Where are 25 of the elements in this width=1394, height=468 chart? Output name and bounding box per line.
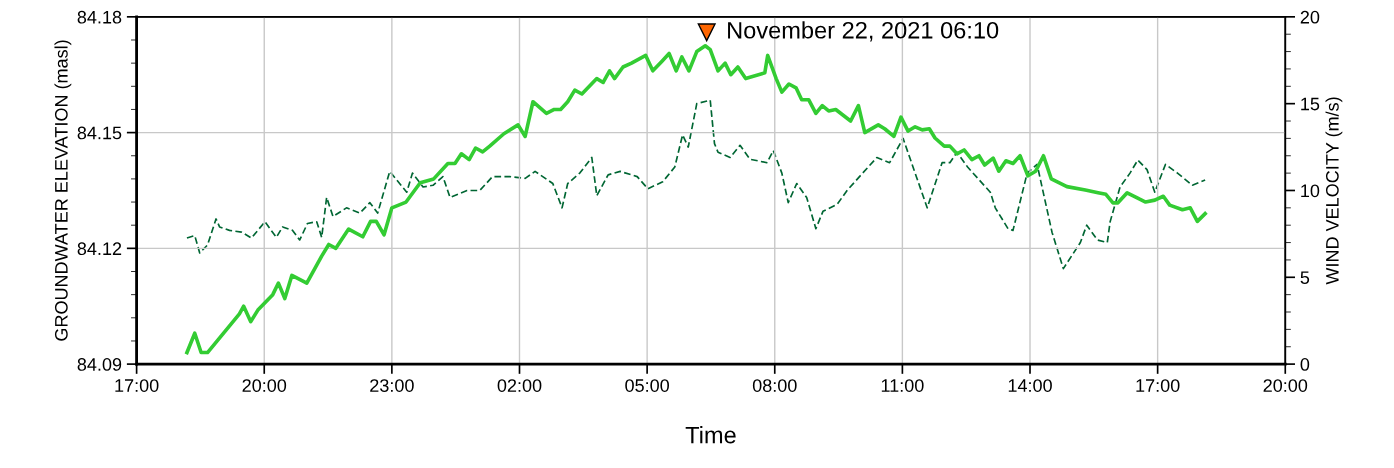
y-tick-label: 84.18: [77, 10, 122, 24]
y2-tick-label: 0: [1300, 358, 1310, 371]
annotation: November 22, 2021 06:10: [728, 21, 999, 42]
x-tick-label: 20:00: [1263, 379, 1308, 392]
x-tick-label: 02:00: [497, 379, 542, 392]
x-axis-title: Time: [685, 426, 736, 444]
y2-tick-label: 5: [1300, 271, 1310, 285]
x-tick-label: 08:00: [752, 379, 797, 392]
y-tick-label: 84.15: [77, 126, 122, 140]
y2-axis-title: WIND VELOCITY (m/s): [1325, 97, 1343, 285]
x-tick-label: 14:00: [1008, 379, 1052, 392]
x-tick-label: 05:00: [625, 379, 670, 392]
line-series: [185, 43, 1207, 355]
line-series: [186, 99, 1206, 270]
y-tick-label: 84.12: [77, 242, 122, 256]
y2-tick-label: 20: [1300, 10, 1320, 24]
x-tick-label: 17:00: [115, 379, 159, 392]
x-tick-label: 23:00: [370, 379, 414, 392]
x-tick-label: 20:00: [242, 379, 287, 392]
x-tick-label: 11:00: [881, 379, 924, 392]
x-tick-label: 17:00: [1136, 379, 1180, 392]
y-tick-label: 84.09: [77, 358, 122, 371]
y2-tick-label: 10: [1301, 184, 1320, 198]
y2-tick-label: 15: [1301, 97, 1320, 111]
y-axis-title: GROUNDWATER ELEVATION (masl): [54, 40, 72, 341]
